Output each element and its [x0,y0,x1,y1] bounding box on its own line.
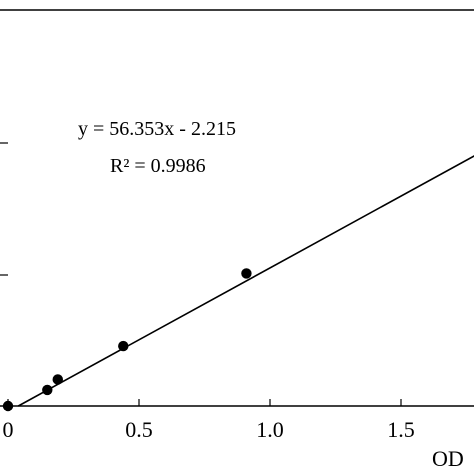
data-point [241,268,252,279]
x-axis-label: OD [432,446,464,471]
trendline-equation: y = 56.353x - 2.215 [78,118,236,140]
r-squared-label: R² = 0.9986 [110,155,206,177]
data-point [52,374,63,385]
data-point [42,384,53,396]
x-tick-label: 0 [3,417,14,442]
trendline [17,155,474,407]
x-tick-label: 1.0 [256,417,284,442]
x-tick-label: 0.5 [125,417,153,442]
data-point [118,340,129,352]
x-tick-label: 1.5 [387,417,415,442]
